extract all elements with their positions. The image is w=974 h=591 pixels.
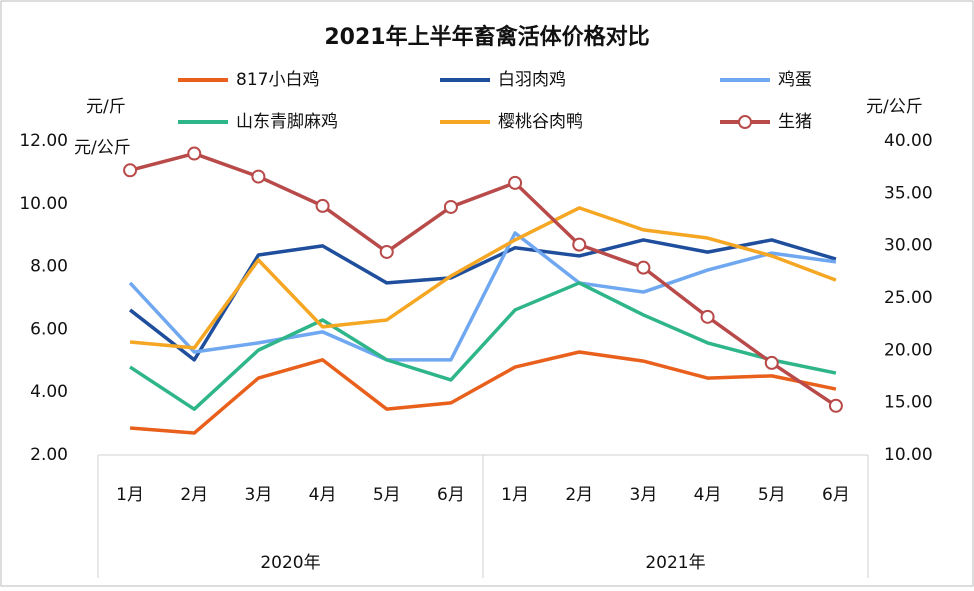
x-tick-label: 1月: [116, 485, 144, 505]
y2-tick-label: 15.00: [884, 393, 933, 413]
point-marker: [315, 198, 330, 213]
x-tick-label: 4月: [694, 485, 722, 505]
point-marker: [508, 175, 523, 190]
y2-tick-label: 30.00: [884, 236, 933, 256]
y-tick-label: 2.00: [30, 445, 68, 465]
legend-marker: [738, 115, 752, 129]
y2-tick-label: 40.00: [884, 131, 933, 151]
x-tick-label: 6月: [437, 485, 465, 505]
x-tick-label: 4月: [309, 485, 337, 505]
legend-label: 白羽肉鸡: [498, 70, 566, 90]
y-unit-label: 元/公斤: [74, 138, 131, 158]
x-tick-label: 6月: [822, 485, 850, 505]
y2-tick-label: 20.00: [884, 340, 933, 360]
chart-title: 2021年上半年畜禽活体价格对比: [324, 24, 649, 50]
series-line: [129, 151, 837, 408]
point-marker: [251, 169, 266, 184]
x-tick-label: 3月: [630, 485, 658, 505]
point-marker: [828, 398, 843, 413]
point-marker: [123, 163, 138, 178]
y2-tick-label: 35.00: [884, 183, 933, 203]
x-tick-label: 5月: [373, 485, 401, 505]
legend-label: 生猪: [778, 112, 812, 132]
y2-tick-label: 25.00: [884, 288, 933, 308]
y-tick-label: 6.00: [30, 319, 68, 339]
x-tick-label: 2月: [180, 485, 208, 505]
legend-label: 817小白鸡: [236, 70, 319, 90]
x-tick-label: 5月: [758, 485, 786, 505]
legend-label: 鸡蛋: [778, 70, 812, 90]
y2-unit-label: 元/公斤: [866, 97, 923, 117]
group-label: 2021年: [645, 553, 705, 573]
x-tick-label: 2月: [565, 485, 593, 505]
point-marker: [572, 237, 587, 252]
point-marker: [764, 355, 779, 370]
y-unit-label: 元/斤: [86, 97, 126, 117]
point-marker: [187, 146, 202, 161]
series-line: [129, 206, 837, 350]
series-line: [128, 231, 837, 362]
x-tick-label: 3月: [245, 485, 273, 505]
series-line: [129, 281, 837, 411]
y-tick-label: 10.00: [19, 194, 68, 214]
series-line: [129, 350, 837, 435]
y2-tick-label: 10.00: [884, 445, 933, 465]
x-tick-label: 1月: [501, 485, 529, 505]
group-label: 2020年: [260, 553, 320, 573]
y-tick-label: 8.00: [30, 257, 68, 277]
legend-label: 山东青脚麻鸡: [236, 112, 338, 132]
point-marker: [443, 199, 458, 214]
y-tick-label: 4.00: [30, 382, 68, 402]
y-tick-label: 12.00: [19, 131, 68, 151]
point-marker: [636, 260, 651, 275]
legend-label: 樱桃谷肉鸭: [498, 112, 583, 132]
point-marker: [700, 309, 715, 324]
point-marker: [379, 244, 394, 259]
